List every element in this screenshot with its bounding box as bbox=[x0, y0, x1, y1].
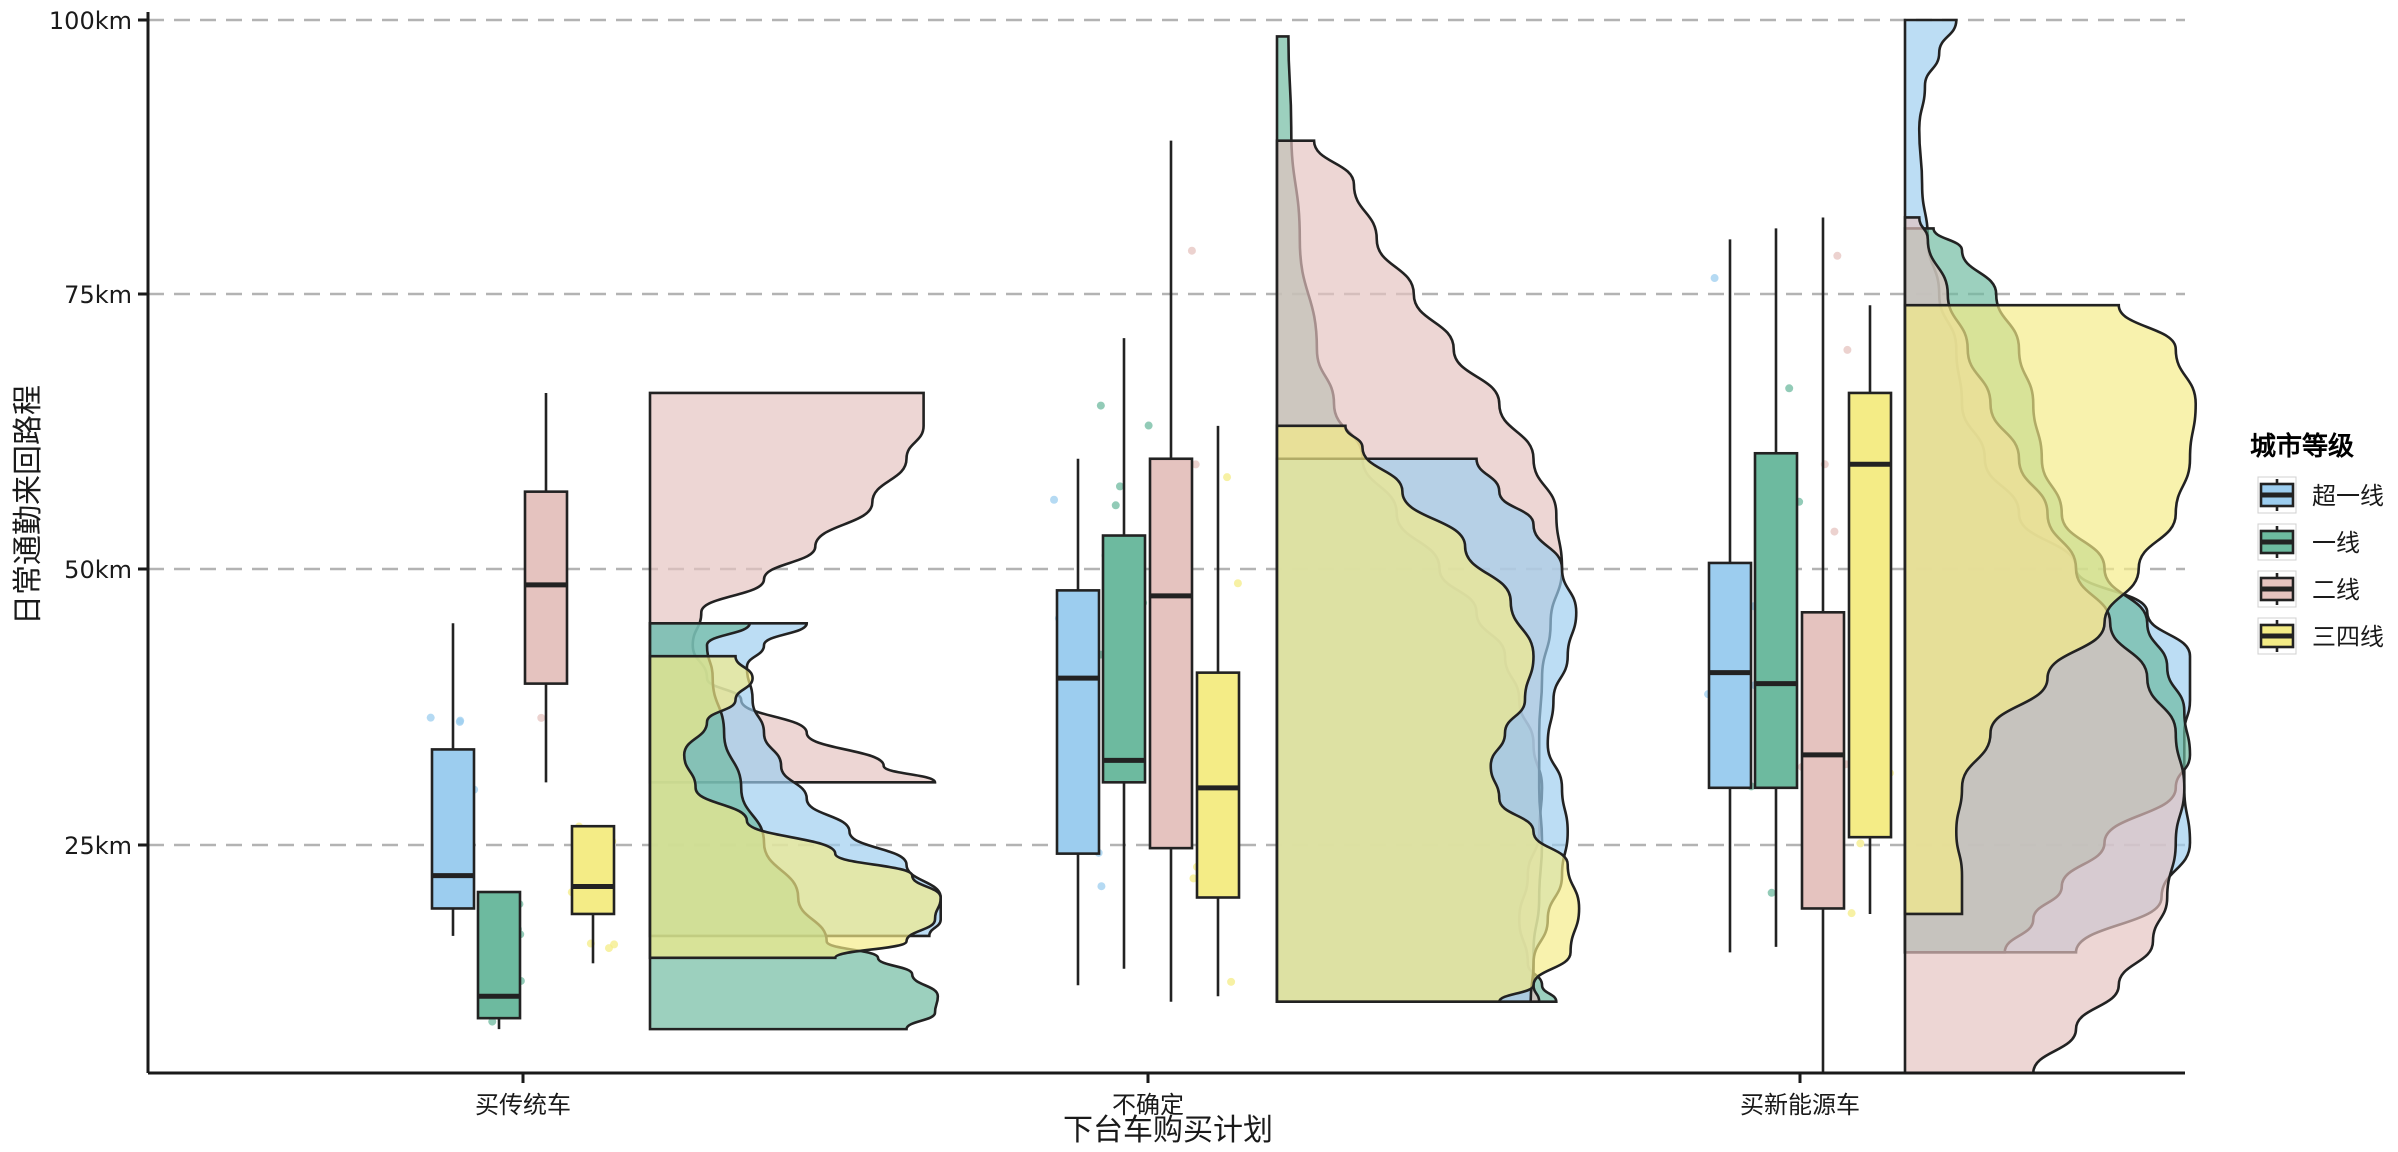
data-point-tier-1 bbox=[1144, 421, 1153, 430]
data-point-tier-super bbox=[1050, 495, 1059, 504]
data-point-tier-3-4 bbox=[1847, 909, 1856, 918]
box-tier-1 bbox=[1101, 534, 1147, 784]
data-point-tier-1 bbox=[1767, 888, 1776, 897]
legend-label-tier-1: 一线 bbox=[2312, 529, 2360, 557]
box-tier-super bbox=[1055, 589, 1101, 855]
box-tier-1 bbox=[1753, 451, 1799, 790]
y-tick-label: 50km bbox=[64, 556, 132, 584]
violin-tier-3-4 bbox=[1275, 424, 1581, 1003]
box-tier-2 bbox=[1800, 611, 1846, 910]
data-point-tier-3-4 bbox=[1233, 579, 1242, 588]
data-point-tier-1 bbox=[488, 1017, 497, 1026]
x-tick-label: 买传统车 bbox=[475, 1091, 571, 1119]
data-point-tier-3-4 bbox=[1227, 977, 1236, 986]
boxplots bbox=[430, 140, 1893, 1073]
data-point-tier-3-4 bbox=[610, 940, 619, 949]
box-tier-2 bbox=[1148, 457, 1194, 850]
data-point-tier-super bbox=[456, 716, 465, 725]
half-violins bbox=[648, 18, 2198, 1075]
box-tier-super bbox=[1707, 561, 1753, 790]
box-tier-1 bbox=[476, 890, 522, 1020]
data-point-tier-super bbox=[1710, 274, 1719, 283]
data-point-tier-1 bbox=[1111, 501, 1120, 510]
data-point-tier-2 bbox=[1830, 527, 1839, 536]
data-point-tier-2 bbox=[1833, 251, 1842, 260]
data-point-tier-super bbox=[426, 713, 435, 722]
legend-title: 城市等级 bbox=[2250, 431, 2354, 462]
y-tick-label: 25km bbox=[64, 832, 132, 860]
legend-label-tier-3-4: 三四线 bbox=[2312, 623, 2384, 651]
x-tick-label: 不确定 bbox=[1112, 1091, 1184, 1119]
legend-label-tier-2: 二线 bbox=[2312, 576, 2360, 604]
box-tier-super bbox=[430, 748, 476, 910]
data-point-tier-super bbox=[1097, 882, 1106, 891]
box-tier-3-4 bbox=[570, 824, 616, 916]
data-point-tier-2 bbox=[1191, 460, 1200, 469]
data-point-tier-2 bbox=[1843, 345, 1852, 354]
y-axis-title: 日常通勤来回路程 bbox=[11, 385, 46, 625]
legend-label-tier-super: 超一线 bbox=[2312, 482, 2384, 510]
x-tick-label: 买新能源车 bbox=[1740, 1091, 1860, 1119]
box-tier-3-4 bbox=[1195, 671, 1241, 899]
data-point-tier-3-4 bbox=[1189, 874, 1198, 883]
violin-tier-3-4 bbox=[1903, 303, 2198, 916]
box-tier-3-4 bbox=[1847, 391, 1893, 839]
axes: 日常通勤来回路程 下台车购买计划 25km 50km 75km 100km 买传统车 不确… bbox=[11, 7, 2185, 1148]
data-point-tier-1 bbox=[1096, 401, 1105, 410]
data-point-tier-1 bbox=[1785, 384, 1794, 393]
y-tick-label: 100km bbox=[49, 7, 132, 35]
x-axis-title: 下台车购买计划 bbox=[1063, 1113, 1273, 1148]
y-tick-label: 75km bbox=[64, 281, 132, 309]
box-tier-2 bbox=[523, 490, 569, 685]
data-point-tier-1 bbox=[1115, 482, 1124, 491]
data-point-tier-2 bbox=[537, 713, 546, 722]
data-point-tier-3-4 bbox=[1856, 839, 1865, 848]
violin-tier-2 bbox=[648, 391, 937, 784]
violin-tier-3-4 bbox=[648, 654, 943, 960]
data-point-tier-3-4 bbox=[1223, 473, 1232, 482]
data-point-tier-2 bbox=[1187, 246, 1196, 255]
